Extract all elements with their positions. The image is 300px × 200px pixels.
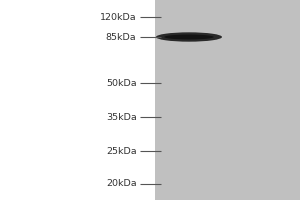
Text: 50kDa: 50kDa: [106, 78, 136, 88]
Text: 85kDa: 85kDa: [106, 32, 136, 42]
Text: 25kDa: 25kDa: [106, 146, 136, 156]
Ellipse shape: [164, 35, 214, 39]
Text: 35kDa: 35kDa: [106, 112, 136, 121]
Text: 20kDa: 20kDa: [106, 180, 136, 188]
Bar: [155, 0, 300, 200]
Text: 120kDa: 120kDa: [100, 12, 136, 21]
Ellipse shape: [156, 32, 222, 42]
